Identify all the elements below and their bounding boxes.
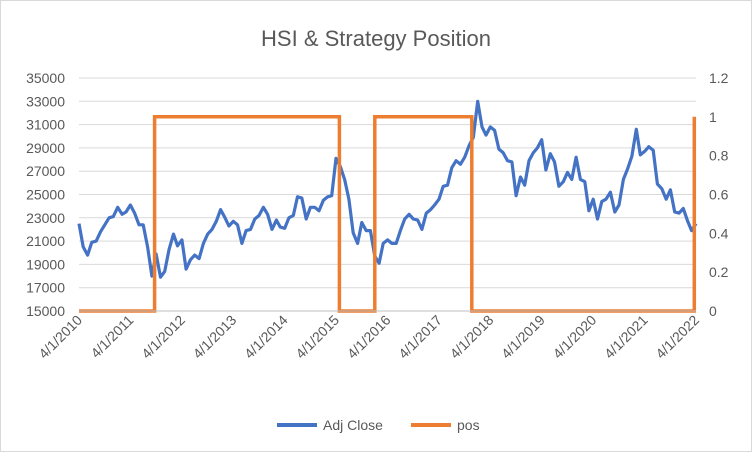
y-left-tick-label: 29000 xyxy=(26,140,65,156)
y-left-tick-label: 17000 xyxy=(26,280,65,296)
y-right-tick-label: 1.2 xyxy=(709,70,729,86)
y-left-tick-label: 19000 xyxy=(26,256,65,272)
y-right-tick-label: 0.2 xyxy=(709,264,729,280)
legend: Adj Close pos xyxy=(277,417,480,433)
x-tick-label: 4/1/2012 xyxy=(138,312,188,362)
y-right-tick-label: 1 xyxy=(709,109,717,125)
x-tick-label: 4/1/2018 xyxy=(447,312,497,362)
x-tick-label: 4/1/2013 xyxy=(190,312,240,362)
x-tick-label: 4/1/2017 xyxy=(395,312,445,362)
y-left-tick-label: 31000 xyxy=(26,117,65,133)
x-axis: 4/1/2010 4/1/2011 4/1/2012 4/1/2013 4/1/2014… xyxy=(35,310,702,362)
y-left-tick-label: 35000 xyxy=(26,70,65,86)
series-layer xyxy=(77,99,698,313)
x-tick-label: 4/1/2016 xyxy=(344,312,394,362)
x-tick-label: 4/1/2010 xyxy=(35,312,85,362)
x-tick-label: 4/1/2011 xyxy=(87,312,136,361)
y-left-tick-label: 33000 xyxy=(26,93,65,109)
series-line-adj-close xyxy=(77,99,698,279)
series-line-pos xyxy=(79,115,697,313)
y-left-tick-label: 27000 xyxy=(26,163,65,179)
x-tick-label: 4/1/2021 xyxy=(601,312,651,362)
y-left-tick-label: 23000 xyxy=(26,210,65,226)
y-left-tick-label: 25000 xyxy=(26,187,65,203)
y-left-tick-label: 21000 xyxy=(26,233,65,249)
x-tick-label: 4/1/2014 xyxy=(241,312,291,362)
y-right-tick-label: 0 xyxy=(709,303,717,319)
y-left-tick-label: 15000 xyxy=(26,303,65,319)
x-tick-label: 4/1/2019 xyxy=(498,312,548,362)
y-right-tick-label: 0.6 xyxy=(709,187,729,203)
y-axis-right: 0 0.2 0.4 0.6 0.8 1 1.2 xyxy=(709,70,729,319)
x-tick-label: 4/1/2022 xyxy=(652,312,702,362)
y-right-tick-label: 0.8 xyxy=(709,148,729,164)
chart-title: HSI & Strategy Position xyxy=(261,26,491,51)
x-tick-label: 4/1/2020 xyxy=(550,312,600,362)
y-axis-left: 15000 17000 19000 21000 23000 25000 27000 29000… xyxy=(26,70,65,319)
gridlines xyxy=(79,77,696,312)
x-tick-label: 4/1/2015 xyxy=(292,312,342,362)
legend-label: Adj Close xyxy=(323,417,383,433)
legend-label: pos xyxy=(457,417,480,433)
y-right-tick-label: 0.4 xyxy=(709,225,729,241)
